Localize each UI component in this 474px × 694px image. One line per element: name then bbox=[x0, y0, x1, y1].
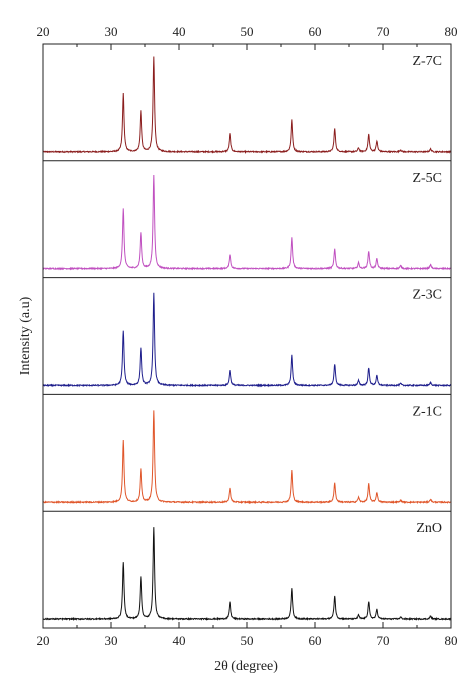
x-tick-label-bottom: 40 bbox=[173, 633, 186, 648]
x-tick-label-top: 40 bbox=[173, 24, 186, 39]
series-label-z-7c: Z-7C bbox=[412, 54, 442, 69]
x-tick-label-top: 20 bbox=[37, 24, 50, 39]
series-line-z-3c bbox=[42, 292, 452, 388]
x-tick-label-bottom: 60 bbox=[309, 633, 322, 648]
x-tick-label-bottom: 80 bbox=[445, 633, 458, 648]
y-axis-title: Intensity (a.u) bbox=[18, 296, 33, 375]
x-tick-label-bottom: 70 bbox=[377, 633, 390, 648]
series-label-z-1c: Z-1C bbox=[412, 404, 442, 419]
series-line-zno bbox=[42, 527, 452, 622]
series-label-z-5c: Z-5C bbox=[412, 171, 442, 186]
x-axis-title: 2θ (degree) bbox=[214, 659, 278, 674]
series-label-zno: ZnO bbox=[416, 521, 442, 536]
x-tick-label-top: 60 bbox=[309, 24, 322, 39]
x-tick-label-top: 50 bbox=[241, 24, 254, 39]
axes-group: 20 20 30 30 40 40 50 50 60 60 70 70 80 80 bbox=[37, 24, 458, 648]
series-line-z-7c bbox=[42, 56, 452, 154]
panels-group: Z-7C Z-5C Z-3C Z-1C ZnO bbox=[42, 54, 452, 622]
series-line-z-1c bbox=[42, 410, 452, 505]
x-tick-label-bottom: 50 bbox=[241, 633, 254, 648]
x-tick-label-top: 70 bbox=[377, 24, 390, 39]
x-tick-label-top: 80 bbox=[445, 24, 458, 39]
series-label-z-3c: Z-3C bbox=[412, 288, 442, 303]
plot-frame bbox=[42, 43, 452, 629]
x-tick-label-bottom: 20 bbox=[37, 633, 50, 648]
x-tick-label-top: 30 bbox=[105, 24, 118, 39]
x-tick-label-bottom: 30 bbox=[105, 633, 118, 648]
series-line-z-5c bbox=[42, 175, 452, 271]
